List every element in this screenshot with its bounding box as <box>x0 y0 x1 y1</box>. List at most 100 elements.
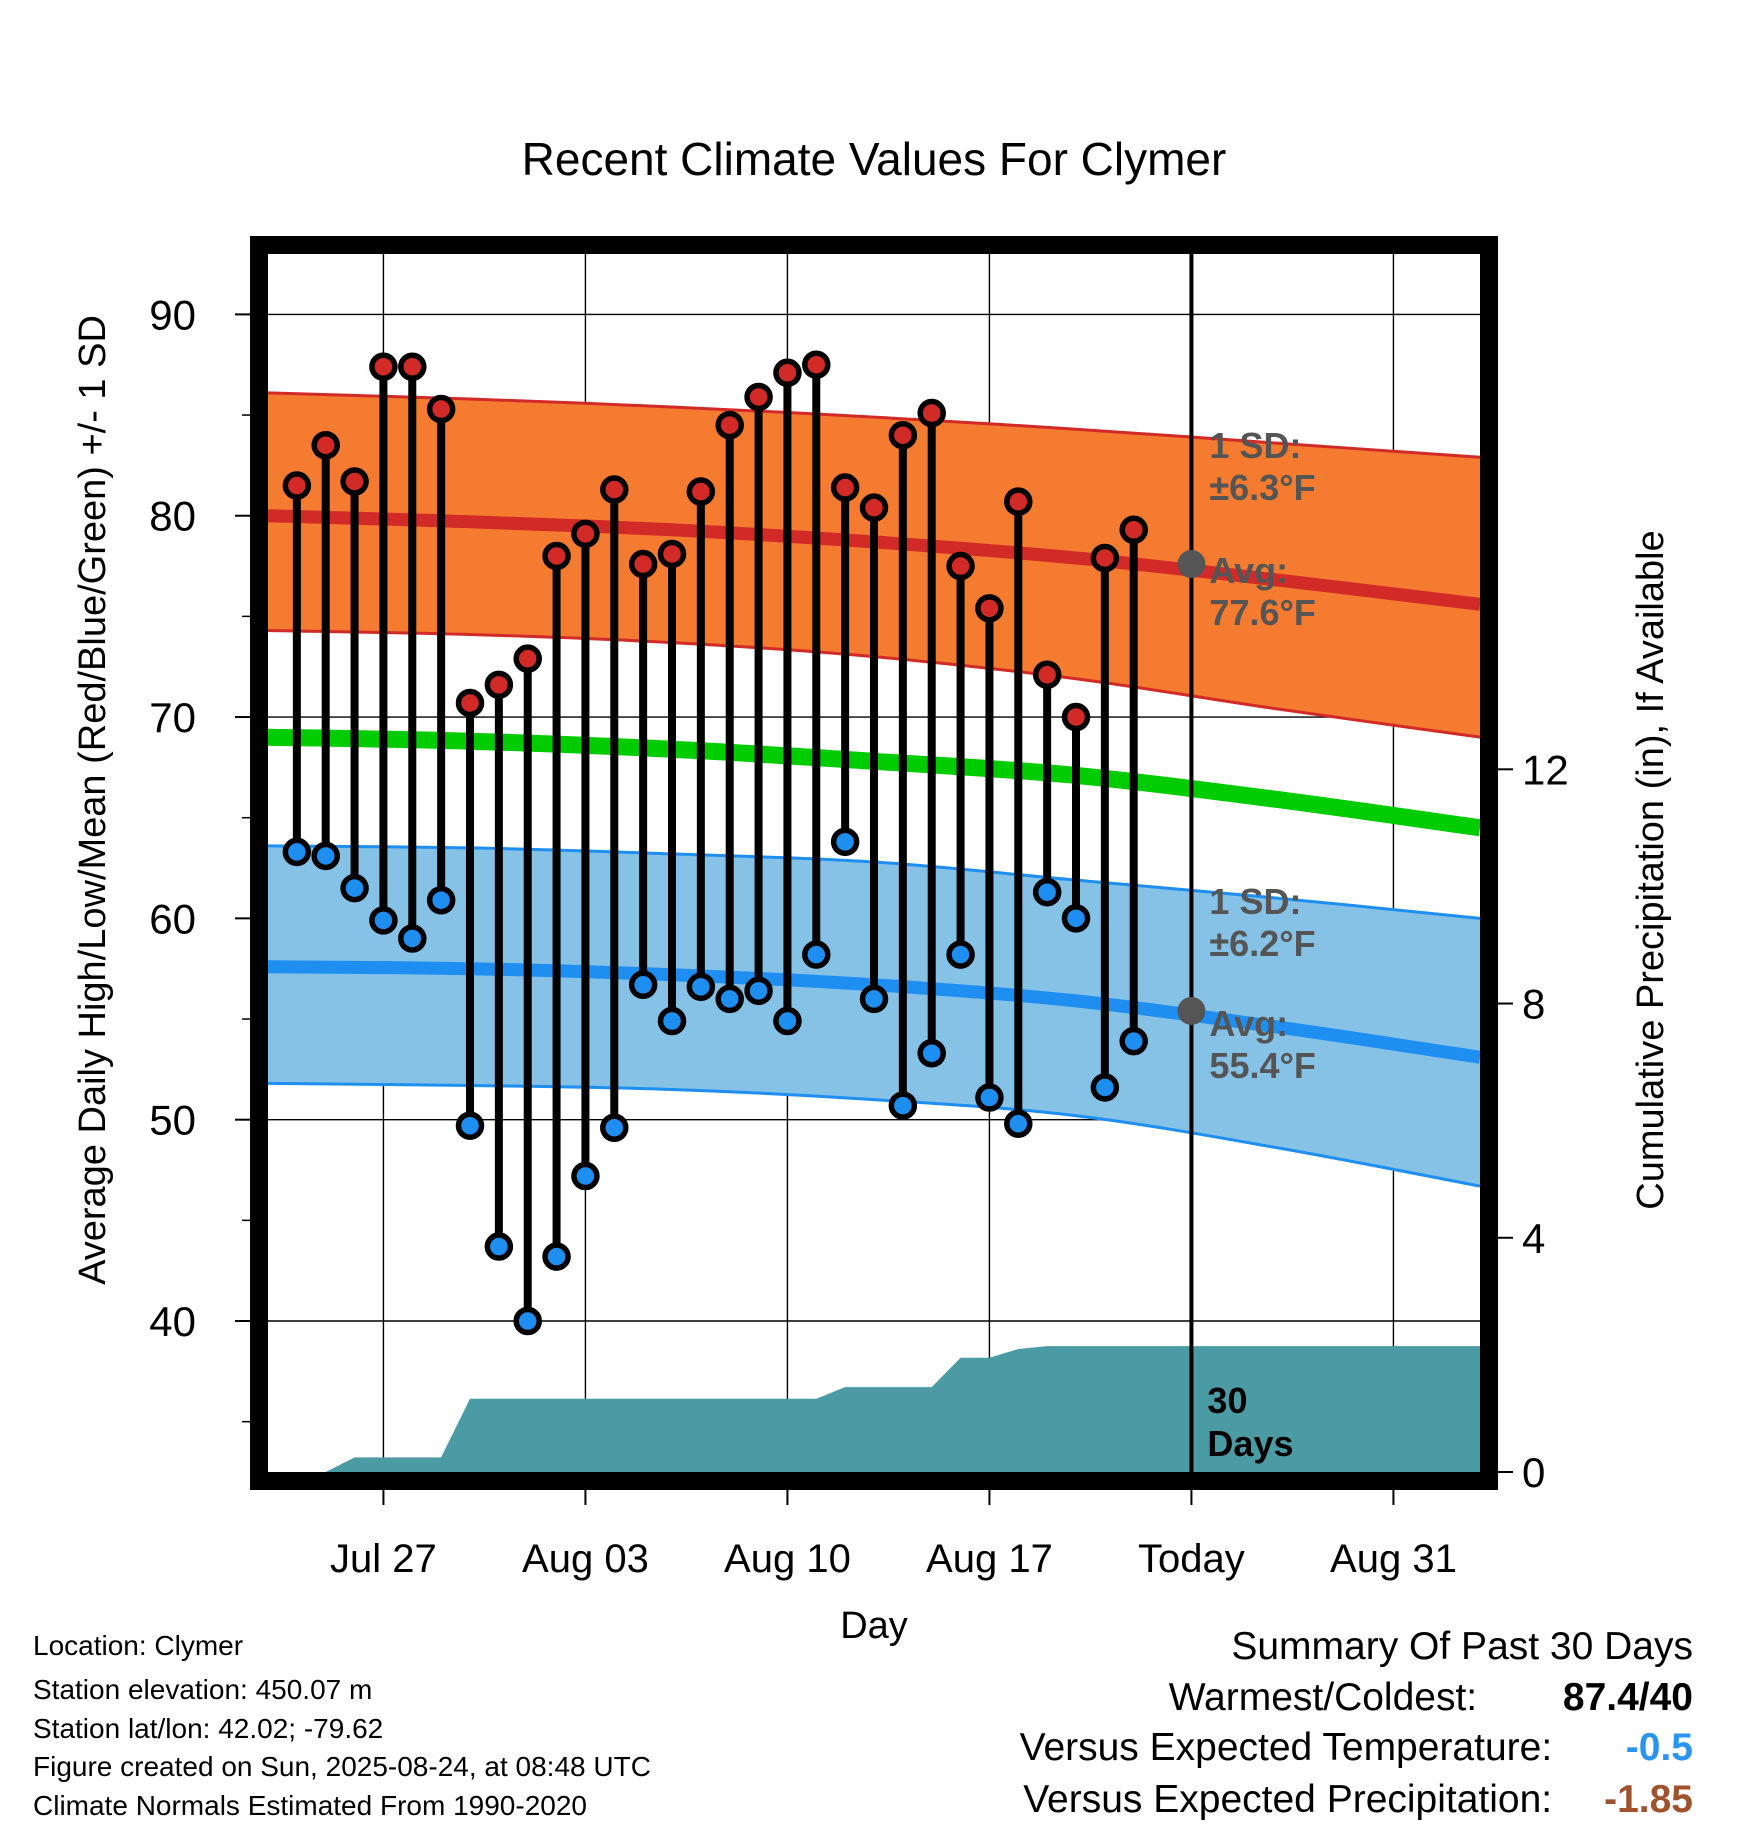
chart-title: Recent Climate Values For Clymer <box>522 133 1227 185</box>
y-tick-label-90: 90 <box>149 291 196 338</box>
low-sd-note-line2: ±6.2°F <box>1209 923 1315 964</box>
summary-precip-row: Versus Expected Precipitation: -1.85 <box>1023 1780 1693 1819</box>
daily-low-point-21 <box>888 1091 918 1120</box>
high-avg-note-line1: Avg: <box>1209 550 1288 591</box>
high-sd-note-line1: 1 SD: <box>1209 425 1301 466</box>
precipitation-area <box>268 1346 1480 1472</box>
precip-note-line2: Days <box>1207 1423 1293 1464</box>
footer-normals: Climate Normals Estimated From 1990-2020 <box>33 1790 587 1821</box>
x-tick-label-2025-08-10: Aug 10 <box>724 1537 851 1581</box>
daily-low-point-24 <box>975 1083 1004 1112</box>
daily-high-point-3 <box>369 352 398 381</box>
daily-low-point-11 <box>600 1113 629 1142</box>
today-high-avg-marker <box>1177 550 1206 579</box>
y2-tick-label-0: 0 <box>1522 1449 1545 1496</box>
summary-temp-value: -0.5 <box>1625 1726 1693 1769</box>
y2-axis-label: Cumulative Precipitation (in), If Availa… <box>1630 530 1672 1209</box>
daily-high-point-11 <box>600 475 629 504</box>
daily-high-point-19 <box>830 473 860 502</box>
daily-high-point-15 <box>715 410 744 440</box>
y-tick-label-40: 40 <box>149 1298 196 1345</box>
daily-low-point-9 <box>542 1242 571 1271</box>
x-axis-label: Day <box>840 1605 908 1647</box>
high-sd-note-line2: ±6.3°F <box>1209 467 1315 508</box>
daily-low-point-1 <box>311 841 340 871</box>
y2-tick-label-12: 12 <box>1522 746 1569 793</box>
y-tick-label-70: 70 <box>149 694 196 741</box>
summary-warmest-label: Warmest/Coldest: <box>1168 1676 1478 1719</box>
y2-tick-label-8: 8 <box>1522 981 1545 1028</box>
x-tick-label-2025-08-24: Today <box>1138 1537 1245 1581</box>
daily-low-point-12 <box>628 970 658 1000</box>
axes: 40 50 60 70 80 90 0 4 8 12 Jul 27 Aug 03 Aug 10 Aug 1… <box>149 236 1569 1581</box>
x-tick-label-2025-07-27: Jul 27 <box>330 1537 437 1581</box>
y-axis-label: Average Daily High/Low/Mean (Red/Blue/Gr… <box>72 315 114 1285</box>
daily-high-point-20 <box>859 493 889 522</box>
daily-low-point-23 <box>946 940 975 969</box>
high-upper-line <box>268 391 1480 459</box>
x-tick-label-2025-08-03: Aug 03 <box>522 1537 649 1581</box>
daily-low-point-10 <box>571 1161 600 1191</box>
daily-low-point-16 <box>744 976 773 1006</box>
daily-high-point-14 <box>686 477 716 506</box>
daily-high-point-23 <box>946 551 975 581</box>
daily-low-point-27 <box>1061 904 1091 933</box>
daily-low-point-4 <box>398 924 427 953</box>
daily-low-point-3 <box>369 906 398 935</box>
y-tick-label-50: 50 <box>149 1097 196 1144</box>
y2-tick-label-4: 4 <box>1522 1215 1545 1262</box>
daily-low-point-0 <box>282 837 312 867</box>
daily-low-point-17 <box>773 1006 802 1036</box>
low-sd-band <box>268 845 1480 1187</box>
daily-high-point-28 <box>1090 543 1120 573</box>
summary-warmest-value: 87.4/40 <box>1562 1676 1693 1719</box>
daily-low-point-2 <box>340 873 369 903</box>
daily-high-point-6 <box>455 688 485 718</box>
daily-high-point-24 <box>975 594 1004 623</box>
daily-low-point-26 <box>1032 877 1062 907</box>
summary-precip-label: Versus Expected Precipitation: <box>1023 1778 1553 1821</box>
plot-frame <box>250 236 1498 1490</box>
daily-high-point-22 <box>917 398 946 428</box>
daily-high-point-8 <box>513 644 542 673</box>
daily-low-point-19 <box>830 827 860 857</box>
summary-warmest-row: Warmest/Coldest: 87.4/40 <box>1169 1678 1693 1717</box>
daily-high-point-29 <box>1119 515 1148 545</box>
low-avg-note-line1: Avg: <box>1209 1003 1288 1044</box>
today-low-avg-marker <box>1177 996 1206 1025</box>
daily-high-point-13 <box>657 539 687 569</box>
daily-high-point-25 <box>1004 487 1033 516</box>
x-tick-label-2025-08-31: Aug 31 <box>1330 1537 1457 1581</box>
daily-high-point-21 <box>888 420 918 450</box>
daily-high-point-16 <box>744 382 773 412</box>
daily-low-point-18 <box>802 940 831 969</box>
summary-temp-row: Versus Expected Temperature: -0.5 <box>1020 1728 1693 1767</box>
low-sd-note-line1: 1 SD: <box>1209 881 1301 922</box>
daily-high-point-4 <box>398 352 427 381</box>
daily-high-point-27 <box>1061 702 1091 732</box>
footer-elevation: Station elevation: 450.07 m <box>33 1674 373 1705</box>
daily-low-point-20 <box>859 984 889 1014</box>
y-tick-label-80: 80 <box>149 493 196 540</box>
daily-high-point-9 <box>542 541 571 571</box>
daily-high-point-7 <box>484 670 514 700</box>
daily-low-point-25 <box>1004 1109 1033 1138</box>
footer-created: Figure created on Sun, 2025-08-24, at 08… <box>33 1751 651 1782</box>
daily-low-point-8 <box>513 1306 542 1336</box>
x-tick-label-2025-08-17: Aug 17 <box>926 1537 1053 1581</box>
daily-low-point-5 <box>426 885 456 915</box>
daily-high-point-0 <box>282 471 312 500</box>
daily-high-point-17 <box>773 358 802 388</box>
daily-low-point-22 <box>917 1038 946 1068</box>
daily-high-point-12 <box>628 549 658 579</box>
daily-high-point-1 <box>311 431 340 460</box>
low-avg-note-line2: 55.4°F <box>1209 1045 1315 1086</box>
daily-high-point-2 <box>340 467 369 496</box>
daily-low-point-29 <box>1119 1026 1148 1056</box>
summary-title: Summary Of Past 30 Days <box>1231 1625 1693 1668</box>
daily-low-point-7 <box>484 1232 514 1261</box>
daily-low-point-15 <box>715 984 744 1014</box>
daily-low-point-13 <box>657 1006 687 1036</box>
